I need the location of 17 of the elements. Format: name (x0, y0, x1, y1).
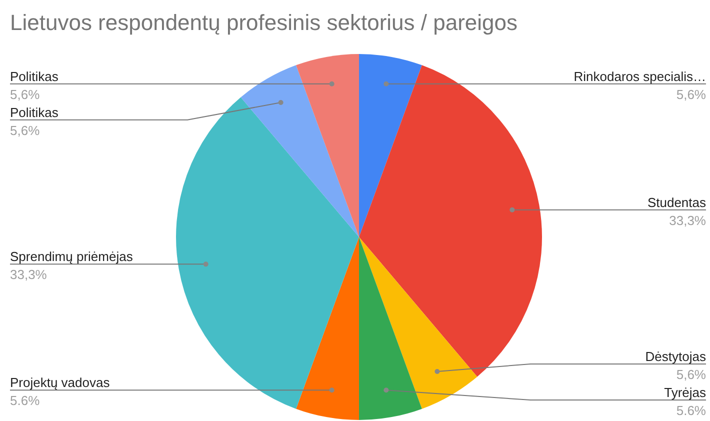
slice-label: Sprendimų priėmėjas (10, 249, 134, 264)
slice-label: Studentas (647, 194, 706, 210)
data-label: 5.6% (676, 403, 706, 418)
slice-label: Rinkodaros specialis… (574, 68, 706, 84)
data-label: 5,6% (10, 86, 40, 102)
data-label: 5.6% (10, 393, 40, 408)
slice-label: Dėstytojas (645, 349, 706, 364)
chart-title: Lietuvos respondentų profesinis sektorius / pareigos (10, 10, 518, 35)
slice-label: Tyrėjas (664, 385, 706, 400)
slice-label: Politikas (10, 104, 59, 120)
data-label: 5,6% (676, 367, 706, 382)
data-label: 5,6% (10, 122, 40, 138)
data-label: 33,3% (669, 212, 706, 228)
data-label: 33,3% (10, 267, 48, 282)
slice-label: Politikas (10, 68, 59, 84)
data-label: 5,6% (676, 86, 706, 102)
slice-label: Projektų vadovas (10, 375, 110, 390)
